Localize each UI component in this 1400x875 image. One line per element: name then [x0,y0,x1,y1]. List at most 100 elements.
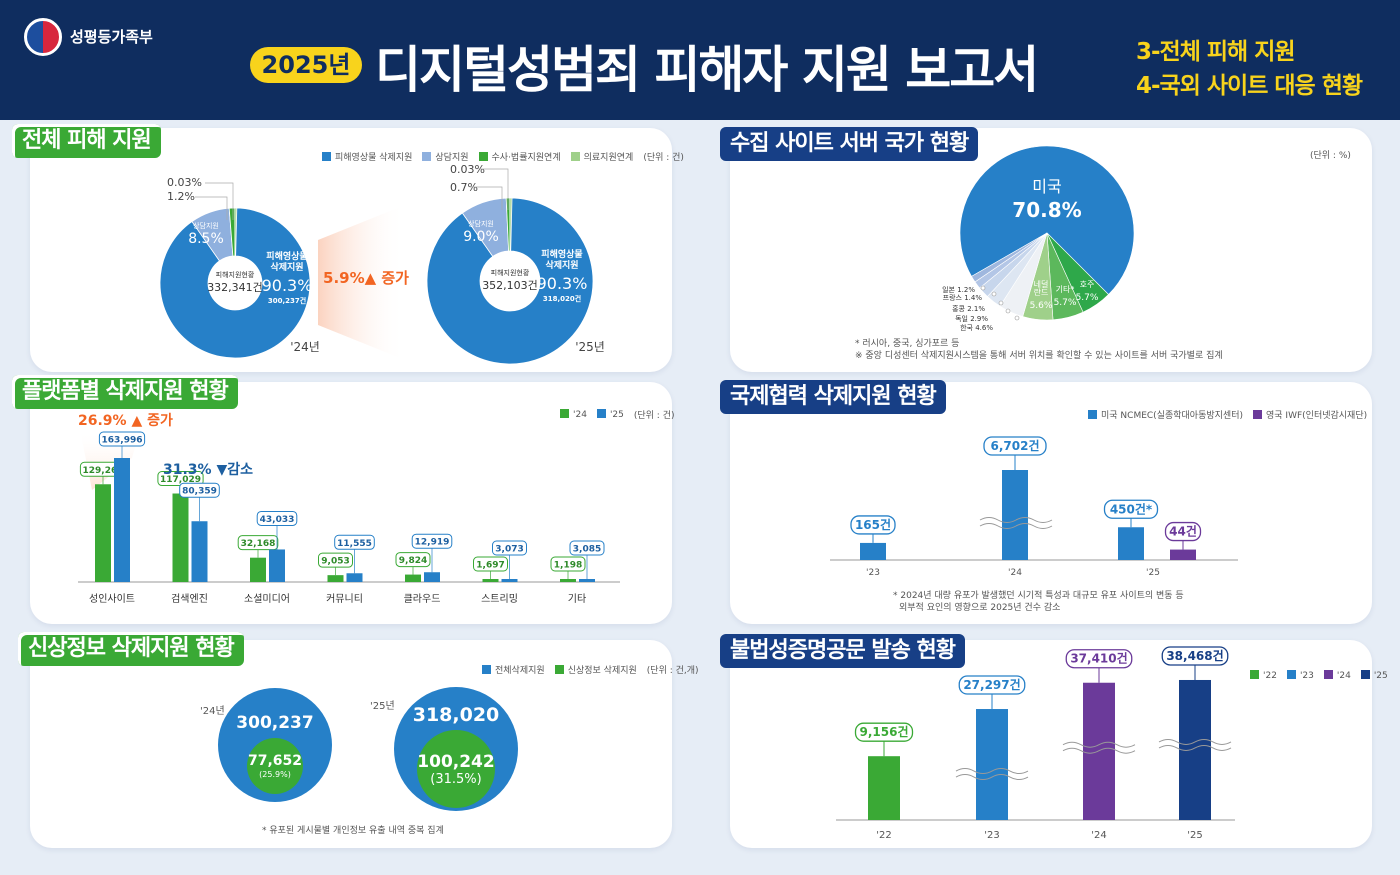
bar [860,542,886,560]
unit-label: (단위 : 건) [633,411,675,421]
bar [1170,549,1196,560]
pie-slice-3 [234,207,238,257]
data-label-box [958,675,1026,695]
section-title-international: 국제협력 삭제지원 현황 [720,380,946,414]
legend-total-support: 피해영상물 삭제지원 상담지원 수사·법률지원연계 의료지원연계 (단위 : 건… [322,150,684,163]
bar-24 [405,574,421,582]
legal-pct: 0.7% [450,181,478,194]
header: 성평등가족부 2025년 디지털성범죄 피해자 지원 보고서 3-전체 피해 지… [0,0,1400,120]
leader-line [470,186,503,210]
data-label-box [1065,649,1133,669]
legend-item: 신상정보 삭제지원 [554,663,637,676]
legend-item: '24 [560,409,587,420]
unit-label: (단위 : 건,개) [646,666,699,676]
growth-arrow-shape [318,205,405,360]
counsel-pct: 9.0% [463,229,499,245]
x-tick-label: '22 [876,830,891,841]
legend-platform: '24 '25 (단위 : 건) [560,408,675,421]
data-label-box [256,510,298,526]
year-badge: 2025년 [250,47,362,83]
slice-value: 5.7% [1076,293,1099,303]
leader-line [205,182,234,220]
data-label: 12,919 [415,538,450,548]
section-title-platform: 플랫폼별 삭제지원 현황 [12,375,238,409]
data-label: 3,073 [495,545,523,555]
leader-dot [991,291,997,297]
data-label: 9,156건 [860,724,909,739]
data-label: 44건 [1169,524,1197,539]
panel-certificates [730,640,1372,848]
slice-label: 란드 [1034,287,1049,297]
data-label: 129,268 [83,466,124,476]
data-label: 450건* [1110,501,1153,516]
data-label: 80,359 [182,487,217,497]
x-tick-label: '24 [1091,830,1106,841]
bar-25 [346,573,363,582]
x-tick-label: 커뮤니티 [326,593,363,605]
leader-dot [980,285,986,291]
slice-label: 호주 [1080,280,1095,289]
data-label-box [179,482,220,498]
year-label: '24년 [290,340,320,354]
small-slice-label: 한국 4.6% [960,324,993,332]
legend-item: 전체삭제지원 [482,663,545,676]
medical-pct: 0.03% [167,176,202,189]
leader-line [480,168,509,210]
donut-total: 352,103건 [482,279,538,292]
leader-dot [1014,315,1020,321]
slice-label: 기타* [1056,285,1075,294]
x-tick-label: 스트리밍 [481,593,518,605]
data-label: 27,297건 [963,677,1020,692]
legend-item: 의료지원연계 [570,150,633,163]
main-count: 318,020건 [543,294,581,303]
axis-break-icon [955,768,1029,781]
main-label: 삭제지원 [545,259,578,271]
bar-25 [269,549,285,582]
government-logo-icon [24,18,62,56]
data-label: 1,697 [476,561,504,571]
legend-item: 상담지원 [422,150,469,163]
leader-line [195,196,228,220]
x-tick-label: '24 [1008,568,1022,578]
section-title-personal-info: 신상정보 삭제지원 현황 [18,632,244,666]
data-label: 165건 [855,517,891,532]
data-label: 1,198 [554,561,582,571]
total-value-24: 300,237 [236,713,314,733]
data-label-box [318,552,353,568]
ministry-name: 성평등가족부 [70,28,153,46]
panel-platform [30,382,672,624]
section-title-server-country: 수집 사이트 서버 국가 현황 [720,127,979,161]
data-label-box [411,533,453,549]
legend-item: '25 [1360,670,1388,681]
bar-24 [95,484,111,582]
legend-item: 피해영상물 삭제지원 [322,150,412,163]
legend-personal-info: 전체삭제지원 신상정보 삭제지원 (단위 : 건,개) [482,663,699,676]
value-usa: 70.8% [1012,198,1081,222]
bar [1083,682,1115,820]
x-tick-label: 검색엔진 [171,593,208,605]
footnote: * 러시아, 중국, 싱가포르 등 ※ 중앙 디성센터 삭제지원시스템을 통해 서… [855,339,1223,361]
main-label: 삭제지원 [270,261,303,273]
slice-value: 5.6% [1030,301,1053,311]
data-label: 163,996 [102,436,143,446]
footnote: * 2024년 대량 유포가 발생했던 시기적 특성과 대규모 유포 사이트의 … [893,591,1184,613]
data-label: 6,702건 [991,438,1040,453]
x-tick-label: '23 [984,830,999,841]
bar-25 [114,458,130,582]
pie-slice-미국 [959,145,1135,295]
legend-international: 미국 NCMEC(실종학대아동방지센터) 영국 IWF(인터넷감시재단) [1088,408,1367,421]
legend-item: 미국 NCMEC(실종학대아동방지센터) [1088,408,1243,421]
data-label-box [473,556,508,572]
total-value-25: 318,020 [412,704,500,726]
legend-item: '25 [596,409,624,420]
axis-break-icon [1158,738,1232,751]
x-tick-label: 성인사이트 [89,593,135,605]
legend-item: 수사·법률지원연계 [478,150,561,163]
callout-increase: 26.9% ▲ 증가 [78,413,173,429]
donut-center-label: 피해지원현황 [491,268,530,277]
unit-label-server: (단위 : %) [1310,151,1351,161]
small-slice-label: 홍콩 2.1% [952,304,985,313]
small-slice-label: 일본 1.2% [942,285,975,294]
legend-item: 영국 IWF(인터넷감시재단) [1253,408,1367,421]
